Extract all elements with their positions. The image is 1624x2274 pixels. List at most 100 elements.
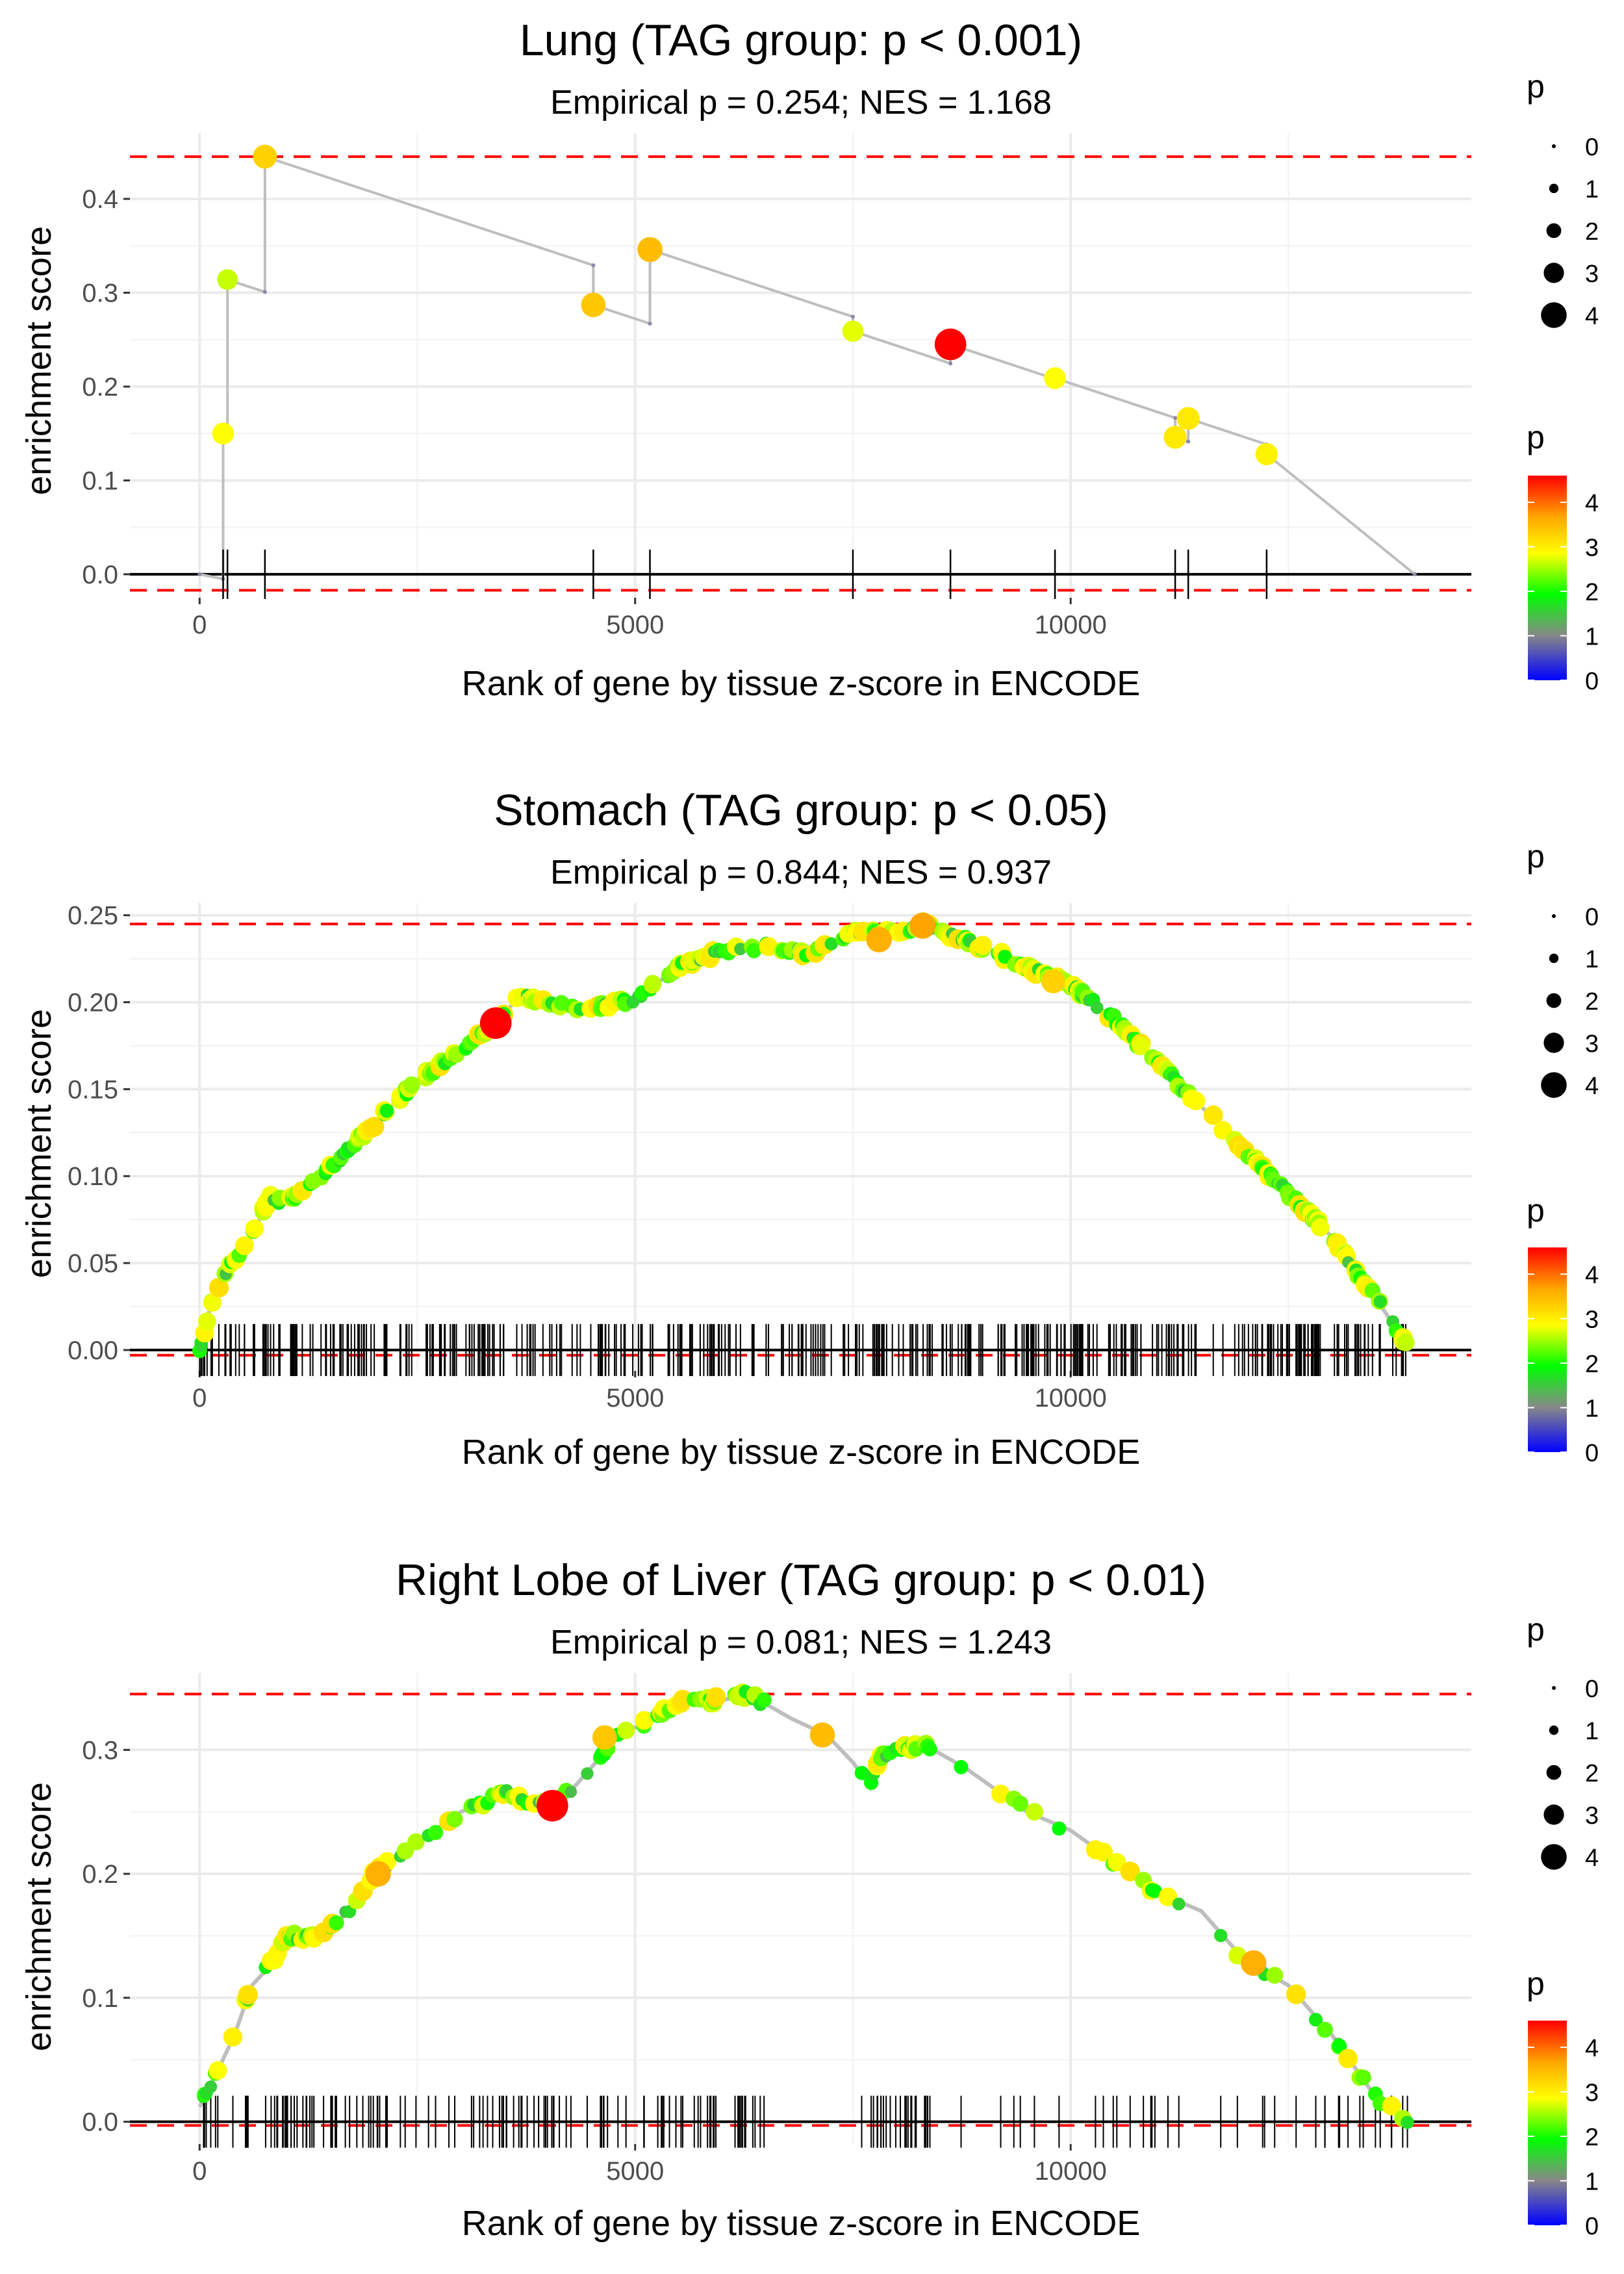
size-legend-label: 0 (1585, 904, 1599, 931)
chart-subtitle: Empirical p = 0.844; NES = 0.937 (550, 854, 1052, 891)
size-legend: 0 1 2 3 4 (1541, 134, 1599, 330)
hit-point (734, 943, 747, 956)
hit-point (1186, 1092, 1206, 1110)
hit-point (635, 1711, 654, 1730)
size-legend-dot (1541, 1072, 1567, 1098)
color-legend: 4 3 2 1 0 (1528, 1247, 1599, 1467)
y-tick-label: 0.3 (82, 279, 118, 308)
curve-vertex (1186, 439, 1191, 444)
y-axis-title: enrichment score (19, 1009, 58, 1278)
size-legend-dot (1546, 1765, 1562, 1780)
x-tick-label: 0 (192, 2157, 207, 2186)
x-axis-title: Rank of gene by tissue z-score in ENCODE (462, 664, 1140, 703)
hit-point (209, 2061, 227, 2080)
y-tick-label: 0.3 (82, 1736, 118, 1765)
size-legend-label: 4 (1585, 1073, 1599, 1100)
hit-point (1308, 2013, 1323, 2027)
hit-point (991, 1784, 1011, 1804)
hit-point (1041, 969, 1065, 993)
color-legend-title: p (1527, 1965, 1545, 2002)
hit-point (637, 236, 663, 262)
chart-subtitle: Empirical p = 0.254; NES = 1.168 (550, 84, 1052, 121)
hit-point (403, 1076, 420, 1093)
legend: p 0 1 2 3 4 p 4 3 2 1 0 (1527, 68, 1599, 695)
y-tick-label: 0.2 (82, 373, 118, 402)
hit-point (1012, 1795, 1029, 1812)
size-legend-title: p (1527, 1611, 1545, 1648)
x-axis-title: Rank of gene by tissue z-score in ENCODE (462, 2204, 1140, 2243)
x-tick-label: 5000 (606, 1384, 664, 1412)
hit-point (364, 1116, 385, 1137)
y-tick-label: 0.2 (82, 1860, 118, 1889)
color-legend-label: 0 (1585, 2213, 1599, 2240)
hit-point (253, 144, 277, 169)
curve-vertex (262, 290, 267, 294)
hit-point (565, 1785, 577, 1798)
hit-point (581, 1767, 594, 1780)
hit-point (204, 2080, 218, 2093)
hit-point (1025, 1803, 1043, 1821)
hit-point (379, 1103, 394, 1118)
hit-point (617, 1721, 635, 1739)
legend: p 0 1 2 3 4 p 4 3 2 1 0 (1527, 838, 1599, 1467)
y-axis-title: enrichment score (19, 226, 58, 495)
size-legend-dot (1541, 1844, 1567, 1870)
size-legend-title: p (1527, 68, 1545, 105)
hit-point (212, 422, 235, 444)
curve-vertex (1173, 416, 1178, 420)
chart-title: Right Lobe of Liver (TAG group: p < 0.01… (396, 1555, 1206, 1605)
y-tick-label: 0.0 (82, 561, 118, 589)
hit-point (1338, 2049, 1358, 2069)
size-legend-label: 1 (1585, 176, 1599, 203)
hit-point (1382, 2096, 1401, 2116)
curve-vertex (948, 361, 953, 366)
size-legend-label: 0 (1585, 134, 1599, 161)
hit-point (1176, 407, 1200, 430)
hit-point (197, 1312, 216, 1331)
y-tick-label: 0.15 (68, 1075, 118, 1104)
curve-vertex (591, 263, 596, 268)
color-legend-label: 1 (1585, 2169, 1599, 2196)
size-legend-dot (1552, 1686, 1556, 1690)
size-legend-label: 2 (1585, 218, 1599, 246)
hit-point (1286, 1984, 1306, 2004)
hit-point (209, 1277, 229, 1298)
y-tick-label: 0.25 (68, 902, 118, 930)
hit-point (1397, 1333, 1415, 1351)
color-legend-label: 2 (1585, 1351, 1599, 1378)
hit-point (1052, 1821, 1067, 1836)
y-tick-label: 0.1 (82, 466, 118, 495)
hit-point (1172, 1897, 1186, 1911)
plot-area: 0.0 0.1 0.2 0.3 0 5000 10000 (82, 1673, 1471, 2186)
hit-point (705, 1687, 726, 1707)
size-legend-dot (1543, 1032, 1564, 1053)
color-legend-label: 4 (1585, 1262, 1599, 1289)
y-tick-label: 0.05 (68, 1249, 118, 1278)
hit-point (1147, 1884, 1162, 1898)
size-legend-label: 1 (1585, 1718, 1599, 1745)
color-legend-title: p (1527, 419, 1545, 455)
color-legend-label: 3 (1585, 2080, 1599, 2107)
y-tick-label: 0.0 (82, 2108, 118, 2137)
size-legend-dot (1543, 1804, 1564, 1825)
hit-point (217, 269, 238, 290)
hit-point (972, 936, 993, 955)
running-sum-line (199, 155, 1416, 581)
size-legend-label: 3 (1585, 261, 1599, 288)
hit-point (1401, 2115, 1414, 2129)
color-bar (1528, 476, 1567, 680)
hit-point (238, 1984, 259, 2005)
hit-point (1203, 1105, 1223, 1125)
hit-point (922, 1741, 937, 1757)
x-tick-label: 5000 (606, 2157, 664, 2186)
hit-point (1373, 1295, 1387, 1309)
hit-point (934, 328, 967, 361)
x-tick-label: 10000 (1035, 611, 1107, 639)
color-bar (1528, 1247, 1567, 1452)
size-legend: 0 1 2 3 4 (1541, 904, 1599, 1100)
x-tick-label: 10000 (1035, 2157, 1107, 2186)
hit-point (1093, 1843, 1113, 1862)
color-legend-label: 4 (1585, 2035, 1599, 2062)
panel-lung: Lung (TAG group: p < 0.001) Empirical p … (19, 16, 1599, 703)
hit-point (223, 2027, 243, 2047)
